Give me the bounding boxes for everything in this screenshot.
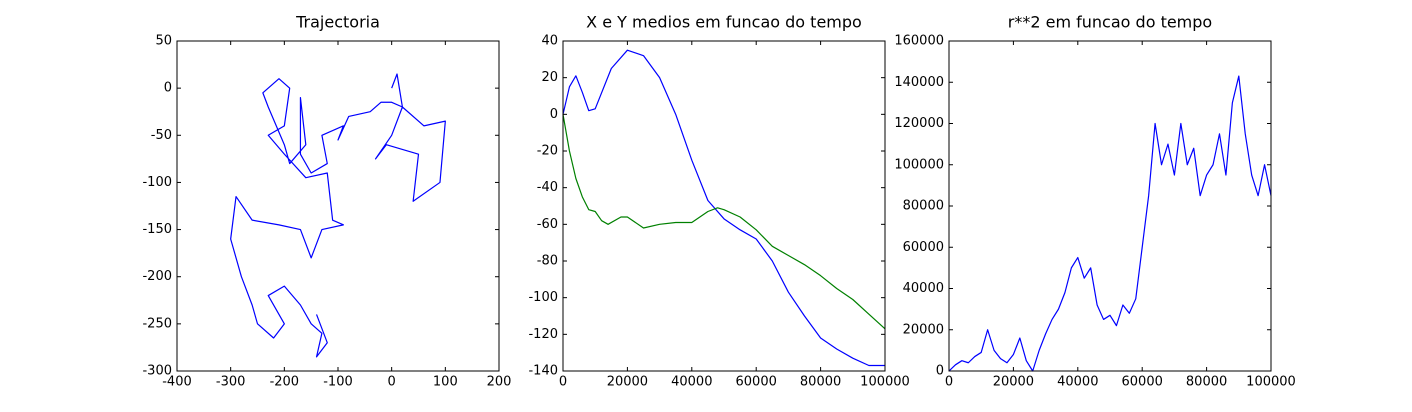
y-tick-label: 40000 bbox=[903, 281, 944, 296]
y-tick-label: -100 bbox=[528, 290, 558, 305]
x-tick-label: -400 bbox=[162, 375, 192, 390]
x-tick-label: 100000 bbox=[860, 375, 910, 390]
x-tick-label: 80000 bbox=[1186, 375, 1227, 390]
y-tick-label: -150 bbox=[142, 222, 172, 237]
y-tick-label: -60 bbox=[537, 217, 558, 232]
x-tick-label: 0 bbox=[559, 375, 567, 390]
y-tick-label: 20000 bbox=[903, 322, 944, 337]
y-tick-label: 40 bbox=[541, 34, 558, 49]
x-tick-label: 0 bbox=[945, 375, 953, 390]
x-tick-label: 60000 bbox=[736, 375, 777, 390]
x-tick-label: 100 bbox=[433, 375, 458, 390]
y-tick-label: 60000 bbox=[903, 240, 944, 255]
y-tick-label: -140 bbox=[528, 364, 558, 379]
x-tick-label: 20000 bbox=[607, 375, 648, 390]
y-tick-label: 80000 bbox=[903, 199, 944, 214]
axes-frame bbox=[176, 40, 500, 372]
chart-title: Trajectoria bbox=[295, 13, 380, 32]
x-tick-label: 40000 bbox=[1057, 375, 1098, 390]
x-tick-label: 40000 bbox=[671, 375, 712, 390]
y-tick-label: 0 bbox=[936, 364, 944, 379]
data-line bbox=[230, 73, 446, 358]
x-tick-label: 200 bbox=[487, 375, 512, 390]
x-tick-label: -300 bbox=[216, 375, 246, 390]
y-tick-label: 100000 bbox=[894, 157, 944, 172]
axes-frame bbox=[948, 40, 1272, 372]
chart-title: r**2 em funcao do tempo bbox=[1008, 13, 1212, 32]
y-tick-label: -250 bbox=[142, 316, 172, 331]
y-tick-label: -20 bbox=[537, 144, 558, 159]
y-tick-label: 140000 bbox=[894, 75, 944, 90]
y-tick-label: 120000 bbox=[894, 116, 944, 131]
y-tick-label: -50 bbox=[151, 128, 172, 143]
chart-title: X e Y medios em funcao do tempo bbox=[586, 13, 862, 32]
x-tick-label: 0 bbox=[388, 375, 396, 390]
y-tick-label: 160000 bbox=[894, 34, 944, 49]
y-tick-label: -40 bbox=[537, 180, 558, 195]
y-tick-label: -200 bbox=[142, 269, 172, 284]
y-tick-label: 50 bbox=[155, 34, 172, 49]
y-tick-label: 0 bbox=[164, 81, 172, 96]
x-tick-label: 60000 bbox=[1122, 375, 1163, 390]
axes-frame bbox=[562, 40, 886, 372]
x-tick-label: -100 bbox=[323, 375, 353, 390]
y-tick-label: -120 bbox=[528, 327, 558, 342]
y-tick-label: 20 bbox=[541, 70, 558, 85]
y-tick-label: -100 bbox=[142, 175, 172, 190]
data-line bbox=[562, 49, 885, 367]
x-tick-label: 20000 bbox=[993, 375, 1034, 390]
y-tick-label: -300 bbox=[142, 364, 172, 379]
data-line bbox=[948, 75, 1272, 372]
x-tick-label: 80000 bbox=[800, 375, 841, 390]
x-tick-label: -200 bbox=[270, 375, 300, 390]
data-line bbox=[562, 114, 886, 330]
x-tick-label: 100000 bbox=[1246, 375, 1296, 390]
y-tick-label: 0 bbox=[550, 107, 558, 122]
y-tick-label: -80 bbox=[537, 254, 558, 269]
